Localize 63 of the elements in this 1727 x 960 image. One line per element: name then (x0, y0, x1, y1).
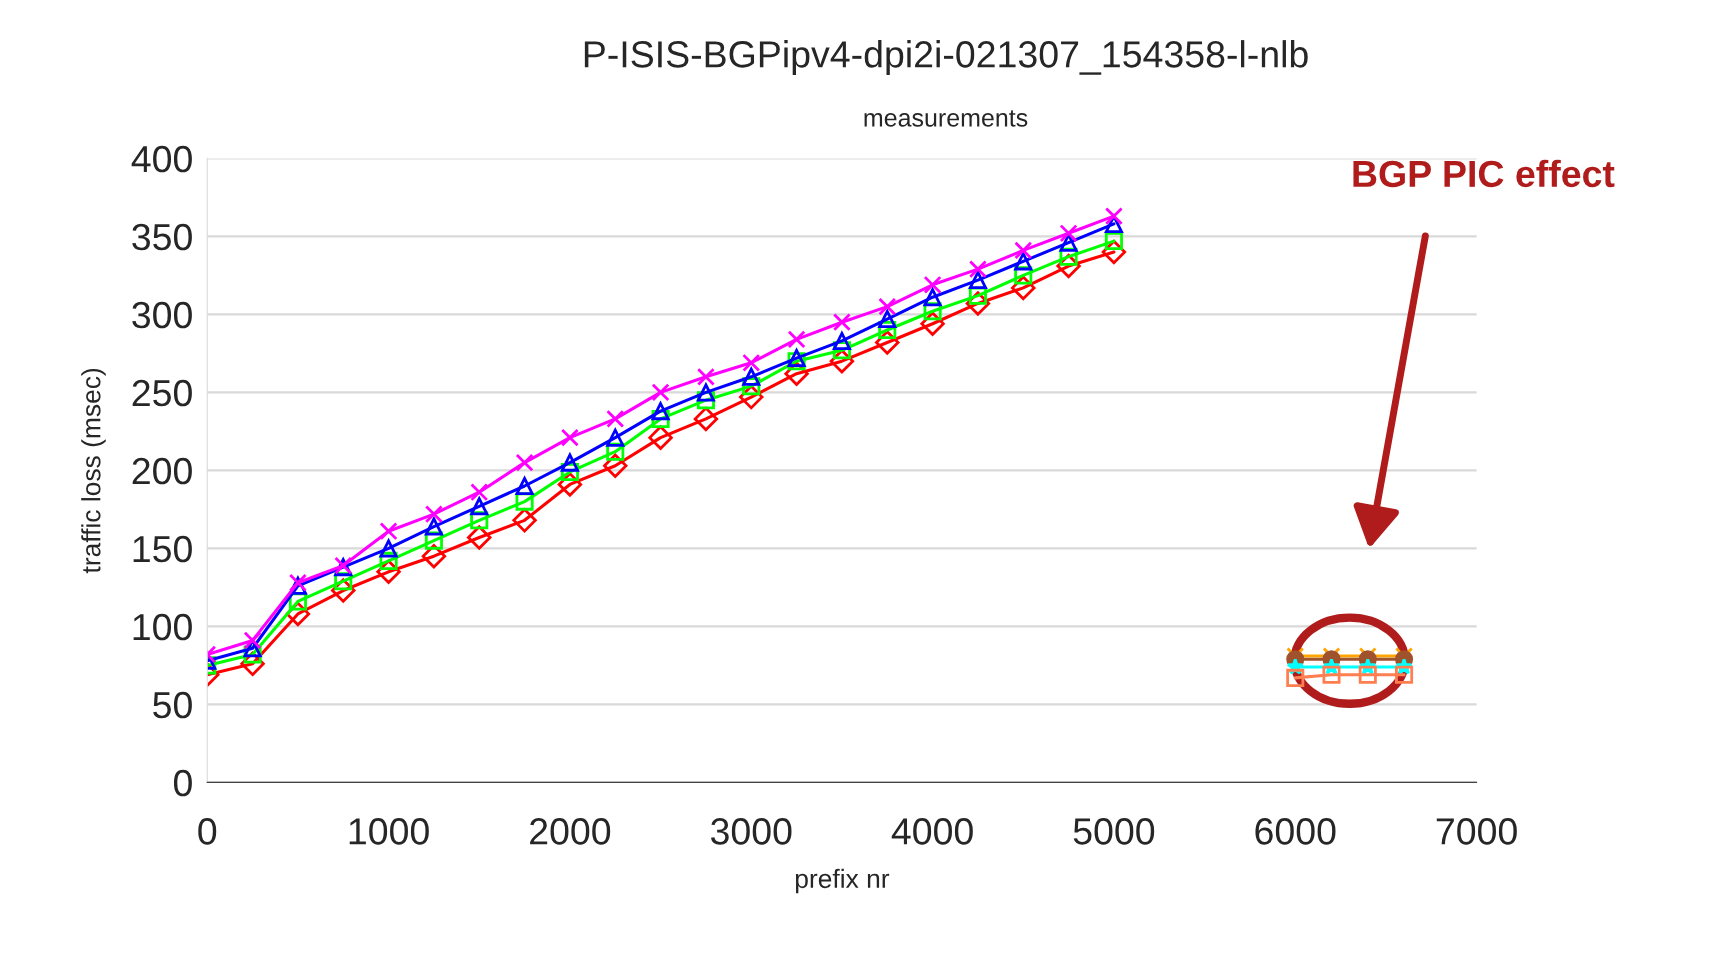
point (424, 517, 443, 536)
point (1104, 232, 1123, 251)
point (606, 428, 625, 447)
point (243, 631, 262, 650)
y-tick-label: 50 (153, 691, 192, 719)
point (1286, 668, 1305, 687)
y-axis-title: traffic loss (msec) (81, 368, 106, 574)
point (1358, 665, 1377, 684)
point (470, 483, 489, 502)
point (968, 271, 987, 290)
y-tick-label: 200 (132, 457, 192, 485)
point (470, 497, 489, 516)
point (424, 505, 443, 524)
point (1322, 665, 1341, 684)
point (832, 313, 851, 332)
point (379, 522, 398, 541)
point (742, 367, 761, 386)
point (651, 402, 670, 421)
point (560, 428, 579, 447)
point (560, 451, 580, 472)
point (878, 297, 897, 316)
point (696, 367, 715, 386)
point (1014, 241, 1033, 260)
point (1104, 207, 1123, 226)
annotation: BGP PIC effect (1353, 159, 1615, 188)
point (693, 406, 719, 432)
point (512, 508, 537, 533)
x-axis-title: prefix nr (795, 868, 890, 894)
x-tick-label: 7000 (1436, 818, 1517, 845)
y-tick-label: 100 (133, 613, 192, 641)
point (923, 275, 942, 294)
x-tick-label: 2000 (530, 818, 611, 845)
point (1395, 665, 1414, 684)
point (379, 539, 398, 558)
point (696, 383, 715, 402)
point (1014, 252, 1033, 271)
y-tick-label: 350 (132, 223, 192, 251)
y-tick-label: 250 (132, 379, 192, 407)
point (1059, 224, 1078, 243)
point (832, 331, 851, 350)
y-tick-label: 400 (131, 145, 192, 173)
x-tick-label: 4000 (891, 818, 973, 845)
x-tick-label: 3000 (710, 818, 792, 845)
y-tick-label: 150 (133, 535, 192, 563)
point (515, 476, 534, 496)
point (1059, 233, 1078, 252)
y-tick-label: 0 (173, 769, 192, 797)
x-tick-label: 6000 (1255, 818, 1336, 845)
x-tick-label: 0 (198, 818, 217, 845)
chart-title: P-ISIS-BGPipv4-dpi2i-021307_154358-l-nlb (584, 40, 1308, 76)
x-tick-label: 1000 (349, 818, 429, 845)
point (787, 330, 806, 349)
point (648, 425, 673, 450)
chart-subtitle: measurements (864, 110, 1028, 127)
point (606, 409, 625, 428)
y-tick-label: 300 (132, 301, 192, 329)
point (742, 353, 761, 372)
point (923, 288, 942, 307)
point (651, 383, 670, 402)
x-tick-label: 5000 (1073, 818, 1155, 845)
point (968, 260, 987, 279)
point (878, 310, 897, 329)
point (515, 453, 534, 472)
